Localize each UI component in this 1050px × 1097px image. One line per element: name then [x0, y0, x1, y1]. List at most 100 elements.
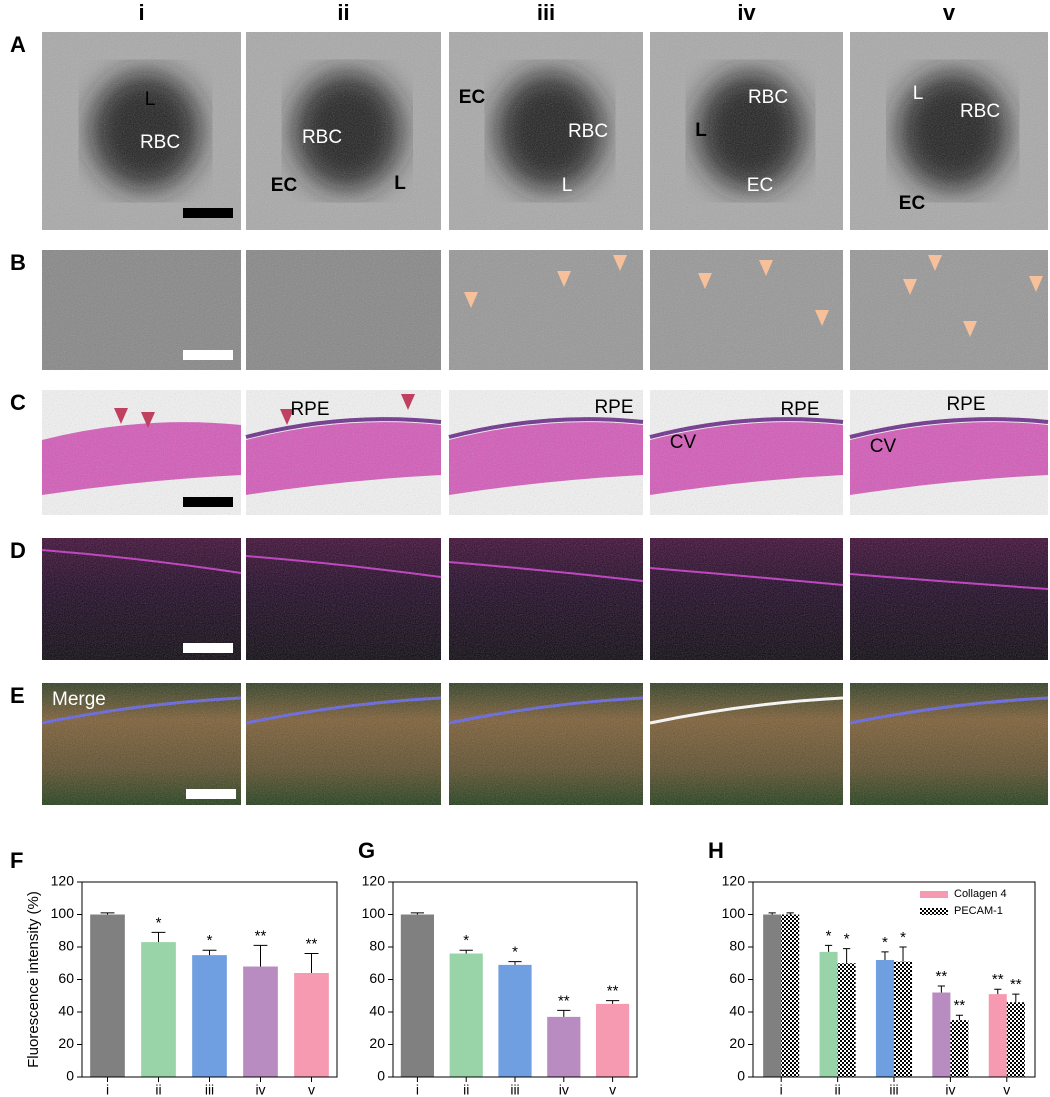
y-tick-label: 0	[66, 1068, 74, 1084]
scale-bar	[186, 789, 236, 799]
legend-swatch	[920, 908, 948, 915]
texture	[650, 250, 843, 370]
error-bar	[843, 948, 851, 964]
texture	[246, 250, 441, 370]
error-bar	[1012, 993, 1020, 1003]
micrograph	[448, 683, 644, 805]
image-label: RPE	[946, 394, 985, 415]
y-tick-label: 80	[729, 938, 745, 954]
texture	[850, 32, 1048, 230]
bar	[988, 994, 1007, 1077]
column-label: v	[943, 0, 956, 25]
y-tick-label: 120	[722, 873, 746, 889]
x-tick-label: ii	[834, 1082, 840, 1097]
texture	[449, 32, 643, 230]
micrograph	[649, 390, 844, 515]
micrograph	[850, 32, 1048, 230]
image-label: RPE	[780, 399, 819, 420]
bar	[763, 914, 782, 1077]
image-label: RBC	[140, 132, 180, 153]
scale-bar	[183, 497, 233, 507]
micrograph	[850, 250, 1048, 370]
y-tick-label: 100	[362, 905, 386, 921]
error-bar	[605, 1000, 620, 1004]
bar	[875, 960, 894, 1077]
arrowhead	[141, 412, 155, 428]
bar	[90, 914, 125, 1077]
texture	[650, 390, 843, 515]
arrowhead	[464, 292, 478, 308]
arrowhead	[698, 273, 712, 289]
texture	[246, 538, 441, 660]
arrowhead	[963, 321, 977, 337]
y-tick-label: 80	[58, 938, 74, 954]
image-label: RPE	[594, 397, 633, 418]
y-tick-label: 60	[729, 970, 745, 986]
texture	[449, 538, 643, 660]
image-label: RBC	[960, 101, 1000, 122]
micrograph	[649, 538, 844, 660]
x-tick-label: i	[106, 1082, 109, 1097]
micrograph	[650, 32, 843, 230]
bar	[449, 953, 483, 1077]
bar	[932, 992, 951, 1077]
arrowhead	[903, 279, 917, 295]
error-bar	[899, 946, 907, 962]
scale-bar	[183, 350, 233, 360]
image-label: RBC	[568, 121, 608, 142]
panel-letter: B	[10, 250, 26, 275]
texture	[42, 538, 241, 660]
micrograph	[449, 32, 643, 230]
x-tick-label: iii	[510, 1082, 519, 1097]
error-bar	[786, 912, 794, 915]
bar	[837, 963, 856, 1077]
y-tick-label: 20	[58, 1035, 74, 1051]
y-tick-label: 60	[369, 970, 385, 986]
x-tick-label: iv	[255, 1082, 265, 1097]
panel-letter: F	[10, 848, 23, 873]
significance: **	[936, 968, 948, 985]
y-tick-label: 40	[369, 1003, 385, 1019]
y-tick-label: 100	[51, 905, 75, 921]
x-tick-label: v	[308, 1082, 315, 1097]
texture	[650, 683, 843, 805]
error-bar	[410, 912, 425, 915]
texture	[850, 683, 1048, 805]
image-label: EC	[459, 87, 486, 108]
x-tick-label: v	[1003, 1082, 1010, 1097]
error-bar	[253, 944, 268, 967]
arrowhead	[280, 409, 294, 425]
significance: **	[992, 971, 1004, 988]
arrowhead	[928, 255, 942, 271]
texture	[42, 683, 241, 805]
error-bar	[459, 949, 473, 954]
bar	[192, 955, 227, 1077]
error-bar	[994, 988, 1002, 995]
bar	[243, 966, 278, 1077]
x-tick-label: iv	[559, 1082, 569, 1097]
significance: *	[463, 932, 469, 949]
y-tick-label: 80	[369, 938, 385, 954]
arrowhead	[815, 310, 829, 326]
significance: *	[826, 927, 832, 944]
error-bar	[824, 944, 833, 952]
texture	[449, 683, 643, 805]
y-tick-label: 40	[58, 1003, 74, 1019]
error-bar	[508, 961, 522, 965]
significance: **	[306, 935, 318, 952]
significance: **	[1010, 976, 1022, 993]
texture	[246, 683, 441, 805]
error-bar	[768, 912, 776, 915]
micrograph	[246, 32, 441, 230]
texture	[850, 538, 1048, 660]
y-tick-label: 60	[58, 970, 74, 986]
y-tick-label: 40	[729, 1003, 745, 1019]
column-label: ii	[337, 0, 349, 25]
texture	[650, 32, 843, 230]
panel-letter: A	[10, 32, 26, 57]
x-tick-label: v	[609, 1082, 616, 1097]
y-axis-label: Fluorescence intensity (%)	[25, 891, 42, 1068]
micrograph	[849, 538, 1049, 660]
texture	[850, 390, 1048, 515]
bar	[819, 951, 838, 1077]
